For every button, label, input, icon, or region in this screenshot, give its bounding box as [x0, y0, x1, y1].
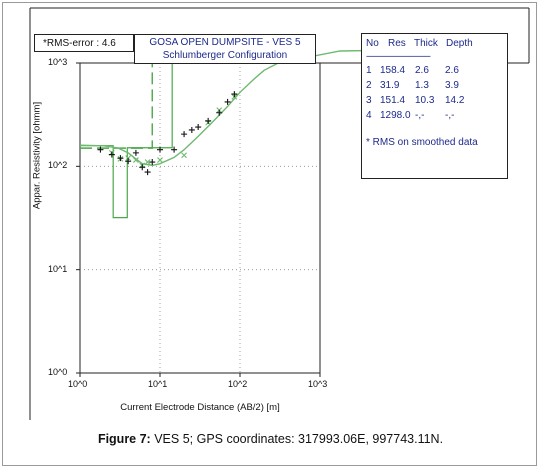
observed-point [97, 146, 104, 153]
y-tick-label: 10^2 [48, 160, 68, 171]
x-tick-label: 10^1 [148, 379, 168, 389]
header-thick: Thick [414, 38, 438, 49]
x-tick-label: 10^0 [68, 379, 88, 389]
figure-caption: Figure 7: VES 5; GPS coordinates: 317993… [0, 432, 541, 446]
y-tick-label: 10^1 [48, 263, 68, 274]
layer-table-row: 2 31.9 1.3 3.9 [366, 80, 507, 91]
observed-point [195, 124, 202, 131]
layer-table-row: 1 158.4 2.6 2.6 [366, 65, 507, 76]
calculated-point [157, 157, 163, 163]
y-axis-label: Appar. Resistivity [ohmm] [31, 101, 43, 210]
x-tick-label: 10^2 [228, 379, 248, 389]
x-axis-label: Current Electrode Distance (AB/2) [m] [120, 402, 280, 413]
observed-point [108, 151, 115, 158]
observed-point [117, 155, 124, 162]
calculated-point [181, 152, 187, 159]
layer-res: 158.4 [380, 65, 406, 76]
layer-model-table: No Res Thick Depth ---------------------… [361, 33, 508, 179]
layer-thick: -,- [415, 110, 425, 121]
chart-title-box: GOSA OPEN DUMPSITE - VES 5 Schlumberger … [134, 34, 316, 64]
layer-depth: 2.6 [445, 65, 459, 76]
observed-point [216, 109, 223, 116]
observed-point [139, 164, 146, 171]
layer-depth: -,- [445, 110, 455, 121]
figure-caption-label: Figure 7: [97, 432, 151, 446]
layer-table-header: No Res Thick Depth [366, 38, 507, 49]
observed-point [205, 117, 212, 124]
observed-point [171, 146, 178, 153]
observed-point [231, 91, 238, 98]
layer-no: 2 [366, 80, 372, 91]
layer-thick: 2.6 [415, 65, 429, 76]
layer-res: 151.4 [380, 95, 406, 106]
layer-no: 4 [366, 110, 372, 121]
observed-point [188, 126, 195, 133]
layer-res: 31.9 [380, 80, 400, 91]
layer-depth: 14.2 [445, 95, 465, 106]
layer-table-row: 3 151.4 10.3 14.2 [366, 95, 507, 106]
layer-thick: 1.3 [415, 80, 429, 91]
calculated-point [144, 159, 151, 165]
layer-model-line [80, 63, 173, 219]
chart-title: GOSA OPEN DUMPSITE - VES 5 [149, 37, 301, 48]
header-res: Res [388, 38, 406, 49]
header-depth: Depth [446, 38, 473, 49]
layer-thick: 10.3 [415, 95, 435, 106]
observed-point [157, 146, 163, 153]
observed-point [125, 158, 132, 165]
header-no: No [366, 38, 379, 49]
observed-point [144, 169, 151, 176]
observed-point [149, 159, 156, 166]
figure-caption-text: VES 5; GPS coordinates: 317993.06E, 9977… [150, 432, 444, 446]
layer-table-row: 4 1298.0 -,- -,- [366, 110, 507, 121]
smoothed-model-line [80, 50, 173, 149]
observed-point [224, 98, 231, 105]
observed-point [132, 149, 139, 156]
layer-res: 1298.0 [380, 110, 411, 121]
calculated-point [133, 157, 139, 163]
chart-subtitle: Schlumberger Configuration [162, 50, 288, 61]
rms-note: * RMS on smoothed data [366, 137, 478, 148]
layer-no: 3 [366, 95, 372, 106]
observed-point [181, 131, 188, 138]
y-tick-label: 10^0 [48, 367, 68, 377]
layer-depth: 3.9 [445, 80, 459, 91]
rms-error-label: *RMS-error : 4.6 [34, 34, 134, 52]
layer-table-separator: -------------------------------- [366, 51, 431, 61]
y-tick-label: 10^3 [48, 57, 68, 67]
calculated-point [125, 155, 132, 162]
fitted-curve [79, 48, 471, 167]
layer-no: 1 [366, 65, 372, 76]
x-tick-label: 10^3 [308, 379, 328, 389]
